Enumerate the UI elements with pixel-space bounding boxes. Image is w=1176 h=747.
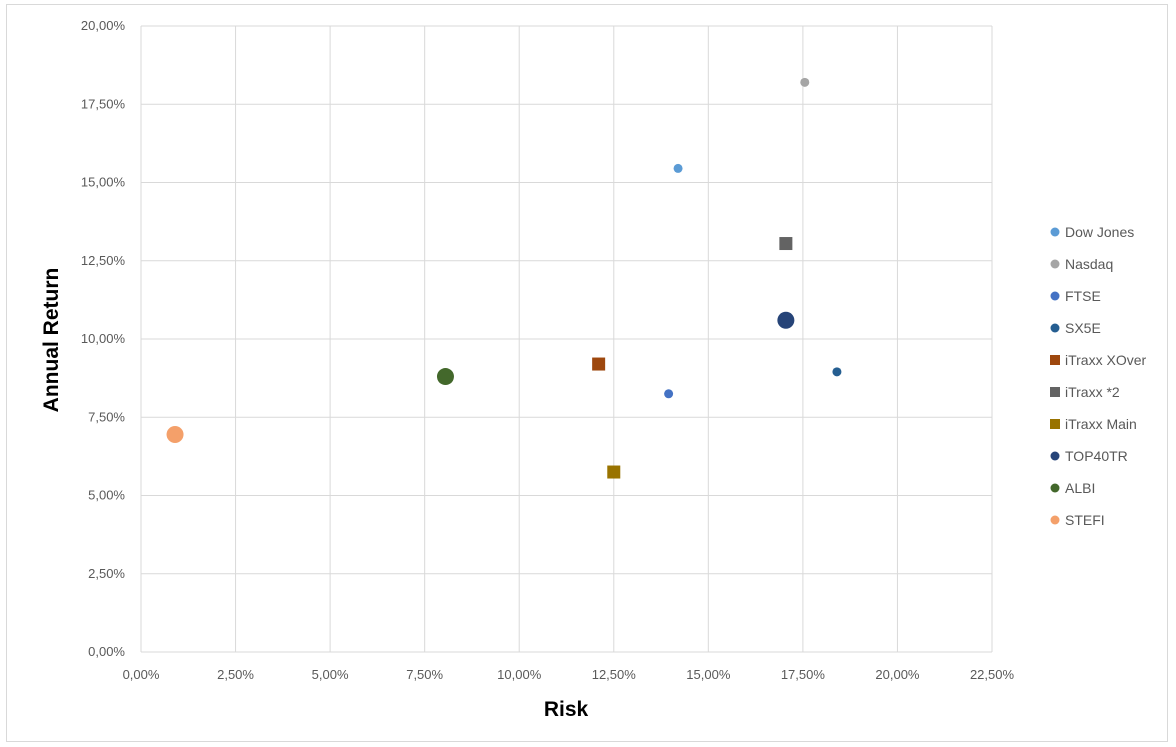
legend-marker-stefi: [1050, 515, 1060, 525]
legend-label-sx5e: SX5E: [1065, 320, 1101, 336]
x-tick-label: 20,00%: [875, 667, 920, 682]
point-itraxx-2: [779, 237, 793, 251]
point-albi: [436, 368, 454, 386]
legend-marker-nasdaq: [1050, 259, 1060, 269]
legend-label-ftse: FTSE: [1065, 288, 1101, 304]
x-tick-label: 15,00%: [686, 667, 731, 682]
legend-label-nasdaq: Nasdaq: [1065, 256, 1113, 272]
y-tick-label: 5,00%: [88, 488, 125, 503]
point-sx5e: [832, 367, 842, 377]
legend-marker-top40tr: [1050, 451, 1060, 461]
legend-label-albi: ALBI: [1065, 480, 1095, 496]
x-tick-label: 12,50%: [592, 667, 637, 682]
legend-label-stefi: STEFI: [1065, 512, 1105, 528]
y-tick-label: 12,50%: [81, 253, 126, 268]
point-ftse: [664, 389, 674, 399]
chart-frame: [6, 4, 1168, 742]
legend-label-itraxx-main: iTraxx Main: [1065, 416, 1137, 432]
y-tick-label: 15,00%: [81, 175, 126, 190]
x-tick-label: 2,50%: [217, 667, 254, 682]
y-tick-labels: 0,00% 2,50% 5,00% 7,50% 10,00% 12,50% 15,00% 17…: [81, 18, 126, 659]
legend-marker-itraxx-main: [1050, 419, 1060, 429]
legend-label-top40tr: TOP40TR: [1065, 448, 1128, 464]
point-itraxx-xover: [592, 357, 606, 371]
legend-marker-dow-jones: [1050, 227, 1060, 237]
legend-marker-itraxx-2: [1050, 387, 1060, 397]
point-dow-jones: [673, 163, 683, 173]
x-tick-label: 22,50%: [970, 667, 1015, 682]
legend-marker-itraxx-xover: [1050, 355, 1060, 365]
data-points: [166, 77, 842, 479]
point-top40tr: [777, 311, 795, 329]
x-tick-label: 7,50%: [406, 667, 443, 682]
legend-marker-sx5e: [1050, 323, 1060, 333]
x-tick-label: 10,00%: [497, 667, 542, 682]
x-tick-label: 0,00%: [123, 667, 160, 682]
legend-marker-ftse: [1050, 291, 1060, 301]
point-itraxx-main: [607, 465, 621, 479]
x-axis-title: Risk: [544, 698, 589, 721]
y-tick-label: 2,50%: [88, 566, 125, 581]
legend-label-itraxx-2: iTraxx *2: [1065, 384, 1120, 400]
legend-label-dow-jones: Dow Jones: [1065, 224, 1134, 240]
legend: Dow Jones Nasdaq FTSE SX5E iTraxx XOver iTrax…: [1050, 224, 1146, 528]
gridlines: [140, 25, 993, 653]
y-axis-title: Annual Return: [40, 268, 63, 413]
y-tick-label: 20,00%: [81, 18, 126, 33]
point-nasdaq: [800, 77, 810, 87]
point-stefi: [166, 425, 184, 443]
x-tick-label: 5,00%: [312, 667, 349, 682]
legend-marker-albi: [1050, 483, 1060, 493]
y-tick-label: 17,50%: [81, 96, 126, 111]
y-tick-label: 7,50%: [88, 409, 125, 424]
x-tick-label: 17,50%: [781, 667, 826, 682]
y-tick-label: 0,00%: [88, 644, 125, 659]
legend-label-itraxx-xover: iTraxx XOver: [1065, 352, 1146, 368]
y-tick-label: 10,00%: [81, 331, 126, 346]
x-tick-labels: 0,00% 2,50% 5,00% 7,50% 10,00% 12,50% 15,00% 17…: [123, 667, 1015, 682]
